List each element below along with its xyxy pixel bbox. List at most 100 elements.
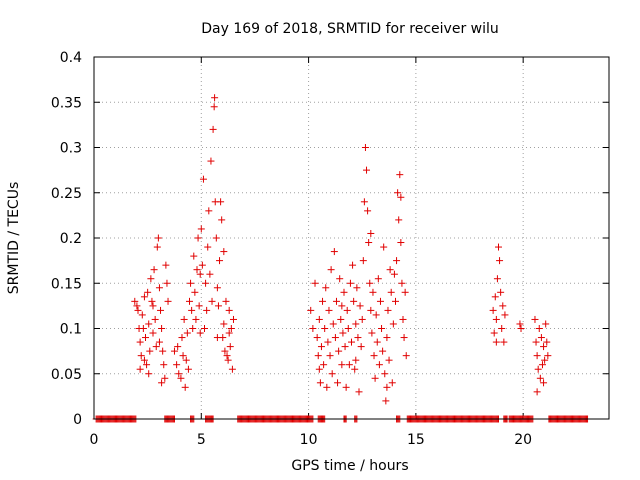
data-point [397, 193, 405, 201]
data-point [345, 361, 353, 369]
data-point [538, 361, 546, 369]
data-point [396, 171, 404, 179]
y-tick-labels: 0 0.05 0.1 0.15 0.2 0.25 0.3 0.35 0.4 [51, 50, 82, 428]
data-point [205, 207, 213, 215]
data-point [170, 347, 178, 355]
data-point [340, 288, 348, 296]
data-point [364, 207, 372, 215]
data-point [516, 320, 524, 328]
data-point [217, 198, 225, 206]
data-point [325, 306, 333, 314]
data-point [382, 397, 390, 405]
y-tick-label: 0.25 [51, 186, 82, 202]
data-point [213, 284, 221, 292]
data-point [402, 352, 410, 360]
y-tick-label: 0.4 [60, 50, 82, 66]
data-point [211, 94, 219, 102]
data-point [195, 302, 203, 310]
data-point [540, 379, 548, 387]
data-point [330, 248, 338, 256]
data-point [320, 361, 328, 369]
data-point [334, 379, 342, 387]
x-tick-label: 0 [90, 432, 99, 448]
data-point [182, 356, 190, 364]
data-point [346, 279, 354, 287]
data-point [400, 334, 408, 342]
data-point [490, 329, 498, 337]
data-point [157, 306, 165, 314]
data-point [142, 334, 149, 342]
data-point [373, 338, 381, 346]
data-point [497, 288, 505, 296]
data-point [317, 343, 325, 351]
data-point [214, 302, 222, 310]
data-point [225, 329, 233, 337]
data-point [390, 270, 398, 278]
data-point [173, 361, 181, 369]
data-point [339, 329, 347, 337]
data-point [159, 347, 167, 355]
data-point [359, 257, 367, 265]
data-point [162, 261, 170, 269]
data-point [350, 297, 358, 305]
data-point [517, 325, 525, 332]
data-point [387, 288, 395, 296]
data-point [138, 311, 146, 319]
data-point [307, 306, 315, 314]
data-point [383, 383, 391, 391]
data-point [149, 329, 157, 337]
data-point [386, 266, 394, 274]
data-point [331, 334, 339, 342]
data-point [163, 279, 171, 287]
data-point [160, 361, 168, 369]
data-point [314, 352, 322, 360]
data-point [213, 334, 221, 342]
data-point [155, 284, 163, 292]
data-point [361, 144, 369, 151]
data-point [145, 320, 153, 328]
data-point [323, 383, 331, 391]
y-tick-label: 0.35 [51, 95, 82, 111]
data-point [188, 306, 196, 314]
data-point [374, 275, 382, 283]
data-point [383, 334, 391, 342]
data-points [131, 94, 552, 405]
data-point [321, 325, 329, 332]
data-point [326, 352, 334, 360]
data-point [145, 370, 153, 378]
data-point [136, 365, 144, 373]
data-point [198, 261, 206, 269]
data-point [493, 275, 501, 283]
data-point [203, 306, 211, 314]
data-point [146, 347, 154, 355]
y-axis-label: SRMTID / TECUs [6, 182, 22, 295]
data-point [153, 243, 161, 251]
data-point [226, 343, 234, 351]
data-point [147, 275, 155, 283]
data-point [494, 243, 502, 251]
data-point [352, 320, 360, 328]
x-tick-label: 5 [197, 432, 206, 448]
data-point [533, 388, 541, 396]
data-point [501, 311, 509, 319]
data-point [496, 257, 504, 265]
data-point [367, 306, 375, 314]
data-point [343, 306, 351, 314]
data-point [348, 338, 355, 346]
data-point [319, 297, 327, 305]
data-point [311, 279, 319, 287]
data-point [329, 320, 337, 328]
data-point [228, 365, 236, 373]
data-point [337, 315, 345, 323]
data-point [352, 356, 360, 364]
data-point [313, 334, 321, 342]
data-point [338, 361, 346, 369]
data-point [223, 352, 231, 360]
data-point [143, 361, 151, 369]
x-tick-label: 20 [514, 432, 532, 448]
y-tick-label: 0.15 [51, 276, 82, 292]
data-point [175, 370, 183, 378]
data-point [152, 343, 160, 351]
data-point [174, 343, 182, 351]
data-point [540, 343, 548, 351]
